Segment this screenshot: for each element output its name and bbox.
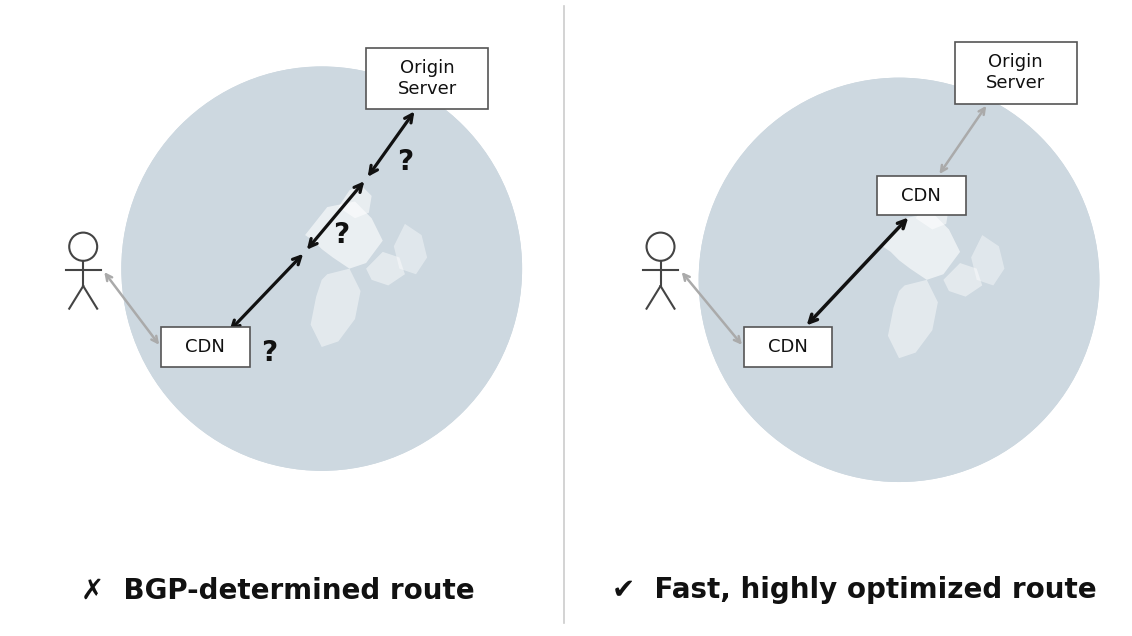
FancyBboxPatch shape: [877, 176, 966, 216]
FancyBboxPatch shape: [161, 328, 249, 366]
Text: Origin
Server: Origin Server: [986, 53, 1045, 92]
Polygon shape: [338, 184, 371, 218]
FancyBboxPatch shape: [744, 328, 832, 366]
FancyArrowPatch shape: [809, 220, 906, 322]
FancyArrowPatch shape: [370, 114, 412, 174]
Polygon shape: [394, 224, 427, 274]
Polygon shape: [971, 235, 1004, 286]
Text: ✗  BGP-determined route: ✗ BGP-determined route: [80, 576, 474, 604]
Text: ?: ?: [260, 338, 277, 366]
Text: ✔  Fast, highly optimized route: ✔ Fast, highly optimized route: [612, 576, 1097, 604]
Text: ?: ?: [333, 221, 349, 249]
Polygon shape: [883, 212, 960, 280]
Text: ?: ?: [396, 148, 413, 176]
FancyBboxPatch shape: [954, 42, 1077, 104]
Polygon shape: [310, 268, 360, 347]
FancyArrowPatch shape: [941, 108, 985, 172]
FancyArrowPatch shape: [232, 256, 301, 328]
Text: CDN: CDN: [901, 187, 941, 205]
Text: CDN: CDN: [186, 338, 225, 356]
FancyArrowPatch shape: [309, 184, 362, 247]
FancyArrowPatch shape: [106, 274, 157, 343]
Polygon shape: [305, 202, 383, 268]
Polygon shape: [366, 252, 405, 286]
FancyBboxPatch shape: [366, 48, 488, 109]
Polygon shape: [916, 196, 949, 230]
Polygon shape: [943, 263, 983, 296]
Circle shape: [700, 78, 1099, 481]
Polygon shape: [887, 280, 937, 358]
Circle shape: [122, 67, 522, 470]
FancyArrowPatch shape: [684, 274, 740, 343]
Text: Origin
Server: Origin Server: [397, 59, 456, 98]
Circle shape: [700, 78, 1099, 481]
Text: CDN: CDN: [769, 338, 808, 356]
Circle shape: [122, 67, 522, 470]
